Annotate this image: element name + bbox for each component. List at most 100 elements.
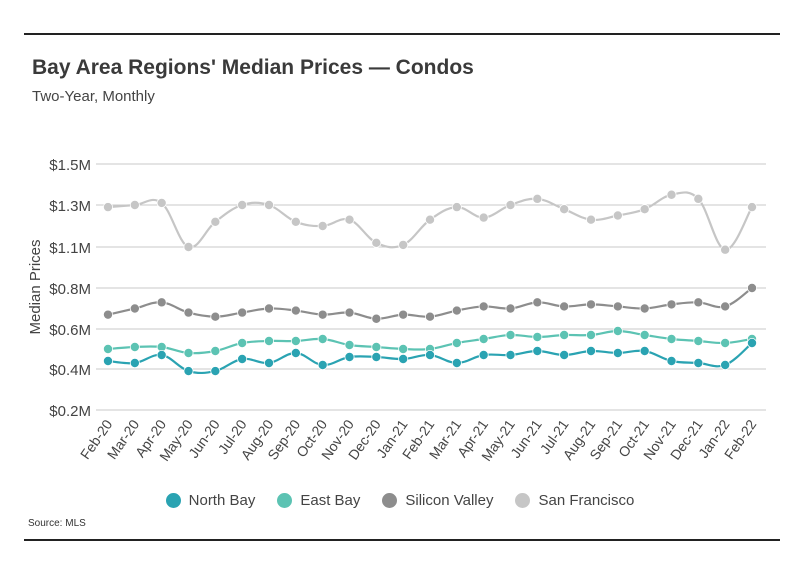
north-bay-point — [693, 357, 704, 368]
top-rule — [24, 33, 780, 35]
san-francisco-point — [505, 199, 516, 210]
silicon-valley-point — [451, 305, 462, 316]
east-bay-point — [237, 337, 248, 348]
legend-item-silicon-valley: Silicon Valley — [382, 492, 493, 509]
san-francisco-point — [532, 193, 543, 204]
san-francisco-point — [156, 197, 167, 208]
legend-label: Silicon Valley — [405, 492, 494, 509]
san-francisco-point — [263, 199, 274, 210]
east-bay-point — [639, 329, 650, 340]
north-bay-point — [237, 353, 248, 364]
y-tick-label: $1.1M — [49, 240, 91, 257]
san-francisco-point — [183, 241, 194, 252]
legend-swatch — [165, 493, 181, 508]
silicon-valley-point — [344, 307, 355, 318]
north-bay-point — [371, 351, 382, 362]
north-bay-point — [586, 345, 597, 356]
y-tick-label: $0.6M — [49, 322, 91, 339]
east-bay-point — [559, 329, 570, 340]
north-bay-point — [478, 349, 489, 360]
north-bay-point — [103, 355, 114, 366]
san-francisco-point — [747, 202, 758, 213]
north-bay-point — [344, 351, 355, 362]
y-tick-label: $0.4M — [49, 362, 91, 379]
san-francisco-point — [666, 189, 677, 200]
north-bay-point — [129, 357, 140, 368]
silicon-valley-point — [103, 309, 114, 320]
silicon-valley-point — [156, 297, 167, 308]
north-bay-point — [183, 366, 194, 377]
chart-legend: North Bay East Bay Silicon Valley San Franc… — [0, 492, 800, 509]
y-tick-label: $1.3M — [49, 198, 91, 215]
san-francisco-point — [210, 216, 221, 227]
y-tick-label: $1.5M — [49, 157, 91, 174]
silicon-valley-point — [210, 311, 221, 322]
north-bay-point — [532, 345, 543, 356]
east-bay-point — [263, 335, 274, 346]
legend-label: East Bay — [300, 492, 361, 509]
east-bay-point — [129, 341, 140, 352]
chart-title: Bay Area Regions' Median Prices — Condos — [32, 56, 474, 79]
silicon-valley-point — [666, 299, 677, 310]
san-francisco-point — [344, 214, 355, 225]
north-bay-point — [290, 347, 301, 358]
silicon-valley-point — [263, 303, 274, 314]
north-bay-point — [398, 353, 409, 364]
east-bay-point — [344, 339, 355, 350]
north-bay-point — [612, 347, 623, 358]
chart-subtitle: Two-Year, Monthly — [32, 88, 155, 105]
east-bay-point — [532, 331, 543, 342]
silicon-valley-point — [639, 303, 650, 314]
north-bay-point — [263, 357, 274, 368]
north-bay-point — [639, 345, 650, 356]
legend-swatch — [382, 493, 398, 508]
east-bay-point — [693, 335, 704, 346]
east-bay-point — [451, 337, 462, 348]
east-bay-point — [210, 345, 221, 356]
san-francisco-point — [237, 199, 248, 210]
east-bay-point — [398, 343, 409, 354]
legend-swatch — [277, 493, 293, 508]
silicon-valley-point — [612, 301, 623, 312]
san-francisco-point — [317, 220, 328, 231]
east-bay-point — [478, 333, 489, 344]
east-bay-point — [666, 333, 677, 344]
silicon-valley-point — [559, 301, 570, 312]
east-bay-point — [317, 333, 328, 344]
legend-swatch — [515, 493, 531, 508]
san-francisco-point — [103, 202, 114, 213]
silicon-valley-point — [237, 307, 248, 318]
silicon-valley-point — [478, 301, 489, 312]
silicon-valley-point — [693, 297, 704, 308]
san-francisco-point — [720, 244, 731, 255]
san-francisco-point — [639, 204, 650, 215]
bottom-rule — [24, 539, 780, 541]
north-bay-point — [747, 337, 758, 348]
san-francisco-point — [478, 212, 489, 223]
legend-label: San Francisco — [538, 492, 635, 509]
east-bay-point — [290, 335, 301, 346]
legend-item-san-francisco: San Francisco — [515, 492, 634, 509]
north-bay-point — [505, 349, 516, 360]
san-francisco-point — [612, 210, 623, 221]
east-bay-point — [720, 337, 731, 348]
san-francisco-point — [290, 216, 301, 227]
north-bay-point — [210, 366, 221, 377]
silicon-valley-point — [747, 282, 758, 293]
east-bay-point — [103, 343, 114, 354]
y-tick-label: $0.8M — [49, 281, 91, 298]
silicon-valley-point — [586, 299, 597, 310]
san-francisco-point — [371, 237, 382, 248]
y-axis-label: Median Prices — [27, 239, 44, 334]
silicon-valley-point — [290, 305, 301, 316]
san-francisco-point — [559, 204, 570, 215]
silicon-valley-point — [398, 309, 409, 320]
east-bay-point — [371, 341, 382, 352]
east-bay-point — [612, 325, 623, 336]
san-francisco-point — [586, 214, 597, 225]
san-francisco-point — [451, 202, 462, 213]
north-bay-point — [451, 357, 462, 368]
north-bay-point — [424, 349, 435, 360]
north-bay-point — [720, 359, 731, 370]
